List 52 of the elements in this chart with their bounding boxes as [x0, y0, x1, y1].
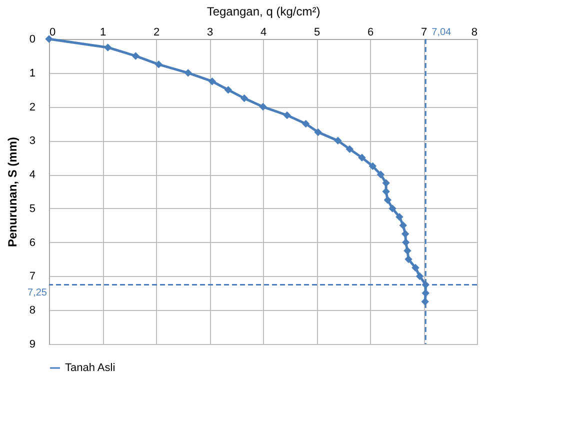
y-tick-label: 7	[29, 270, 36, 283]
x-tick-label: 7	[420, 26, 428, 38]
point	[416, 272, 424, 280]
point	[402, 238, 410, 246]
x-axis-title: Tegangan, q (kg/cm²)	[206, 4, 320, 18]
point	[334, 136, 342, 145]
x-tick-label: 0	[50, 26, 56, 38]
point	[184, 69, 192, 77]
point	[346, 145, 354, 154]
x-tick-label: 8	[471, 26, 478, 38]
x-tick-label: 6	[367, 26, 374, 38]
point	[283, 111, 291, 120]
y-tick-label: 3	[29, 135, 36, 148]
point	[104, 44, 112, 52]
point	[384, 196, 392, 204]
point	[382, 188, 390, 196]
y-axis-title: Penurunan, S (mm)	[5, 136, 20, 248]
point	[376, 170, 385, 178]
legend-label: Tanah Asli	[65, 362, 116, 374]
x-tick-label: 4	[260, 26, 267, 38]
y-tick-label: 9	[29, 338, 36, 350]
point	[208, 77, 216, 86]
point	[302, 120, 310, 128]
x-tick-label: 5	[314, 26, 320, 38]
ref-line-label: 7,04	[432, 27, 452, 38]
point	[396, 213, 404, 221]
point	[314, 128, 322, 136]
point	[399, 222, 408, 230]
point	[154, 60, 163, 68]
point	[388, 204, 396, 212]
point	[224, 86, 232, 94]
point	[404, 246, 412, 255]
x-tick-label: 3	[206, 26, 214, 38]
point	[404, 255, 412, 264]
point	[412, 264, 420, 272]
y-tick-label: 4	[29, 169, 36, 182]
y-tick-label: 5	[29, 202, 36, 215]
point	[132, 52, 140, 60]
point	[240, 94, 248, 102]
point	[358, 154, 366, 162]
point	[368, 162, 377, 170]
point	[259, 102, 267, 111]
x-tick-label: 1	[100, 26, 106, 38]
point	[382, 179, 390, 187]
point	[401, 230, 410, 238]
y-tick-label: 1	[29, 67, 36, 80]
x-tick-label: 2	[153, 26, 160, 38]
point	[45, 35, 53, 43]
y-tick-label: 2	[29, 101, 36, 114]
ref-line-label: 7,25	[28, 288, 48, 299]
y-tick-label: 6	[29, 236, 36, 249]
y-tick-label: 8	[29, 304, 36, 317]
